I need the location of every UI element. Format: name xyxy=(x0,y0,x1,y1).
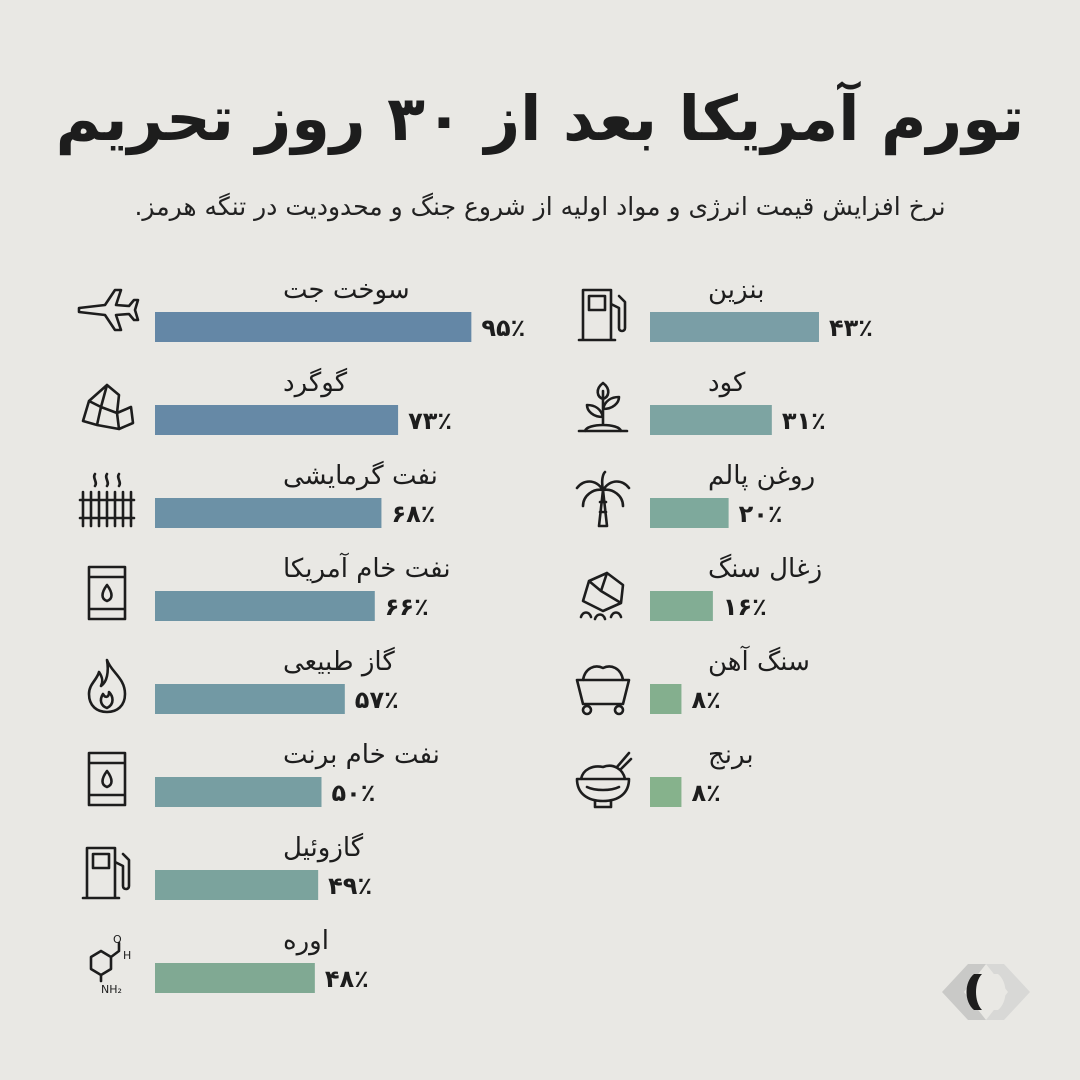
category-label: زغال سنگ xyxy=(708,553,822,584)
fuel-pump-icon xyxy=(81,846,131,900)
data-label: ۴۳٪ xyxy=(829,314,873,342)
bar-row: نفت خام برنت ۵۰٪ xyxy=(87,740,440,807)
bar xyxy=(650,684,682,714)
category-label: گوگرد xyxy=(283,367,348,398)
data-label: ۲۰٪ xyxy=(739,500,783,528)
data-label: ۳۱٪ xyxy=(782,407,826,435)
category-label: سوخت جت xyxy=(283,275,410,305)
oil-barrel-icon xyxy=(87,751,127,807)
bar-row: کود ۳۱٪ xyxy=(577,368,826,435)
category-label: نفت خام آمریکا xyxy=(283,552,451,584)
category-label: سنگ آهن xyxy=(708,645,810,677)
svg-text:O: O xyxy=(113,933,122,946)
data-label: ۱۶٪ xyxy=(723,593,767,621)
data-label: ۷۳٪ xyxy=(408,407,452,435)
oil-barrel-icon xyxy=(87,565,127,621)
bar xyxy=(155,870,319,900)
bar xyxy=(650,777,682,807)
brand-logo xyxy=(942,964,1030,1020)
flame-icon xyxy=(87,658,127,714)
bar xyxy=(155,498,382,528)
radiator-icon xyxy=(78,472,136,528)
bar-row: گوگرد ۷۳٪ xyxy=(81,367,452,435)
category-label: برنج xyxy=(708,740,754,770)
bar-row: گاز طبیعی ۵۷٪ xyxy=(87,646,399,714)
rice-bowl-icon xyxy=(575,751,633,809)
bar-row: زغال سنگ ۱۶٪ xyxy=(579,553,822,621)
category-label: کود xyxy=(708,368,746,398)
category-label: روغن پالم xyxy=(708,461,815,491)
bar-row: نفت گرمایشی ۶۸٪ xyxy=(78,460,438,528)
bar xyxy=(650,591,713,621)
bar xyxy=(155,777,322,807)
bar-row: گازوئیل ۴۹٪ xyxy=(81,832,372,900)
category-label: نفت گرمایشی xyxy=(283,460,438,491)
bar xyxy=(155,963,315,993)
bar-row: بنزین ۴۳٪ xyxy=(577,275,873,342)
bar-row: نفت خام آمریکا ۶۶٪ xyxy=(87,552,451,621)
data-label: ۵۷٪ xyxy=(355,686,399,714)
data-label: ۶۸٪ xyxy=(391,500,435,528)
page-subtitle: نرخ افزایش قیمت انرژی و مواد اولیه از شر… xyxy=(134,192,946,221)
data-label: ۵۰٪ xyxy=(332,779,376,807)
data-label: ۴۹٪ xyxy=(328,872,372,900)
category-label: نفت خام برنت xyxy=(283,740,440,770)
bar xyxy=(650,312,819,342)
bar xyxy=(155,405,399,435)
bar-row: روغن پالم ۲۰٪ xyxy=(575,461,815,528)
bar xyxy=(155,312,472,342)
bar-row: OH NH₂ اوره ۴۸٪ xyxy=(89,926,369,996)
plant-sprout-icon xyxy=(577,381,629,433)
airplane-icon xyxy=(77,288,140,332)
bar xyxy=(155,684,345,714)
bar xyxy=(650,498,729,528)
coal-icon xyxy=(579,571,625,621)
category-label: گازوئیل xyxy=(283,832,364,863)
bar xyxy=(155,591,375,621)
page-title: تورم آمریکا بعد از ۳۰ روز تحریم xyxy=(55,82,1026,155)
palm-tree-icon xyxy=(575,470,631,528)
bar-row: سنگ آهن ۸٪ xyxy=(575,645,810,716)
bar-row: برنج ۸٪ xyxy=(575,740,754,809)
category-label: گاز طبیعی xyxy=(283,646,395,677)
data-label: ۹۵٪ xyxy=(481,314,525,342)
data-label: ۴۸٪ xyxy=(325,965,369,993)
svg-text:H: H xyxy=(123,949,131,962)
urea-molecule-icon: OH NH₂ xyxy=(89,933,131,996)
data-label: ۸٪ xyxy=(691,686,720,714)
bar xyxy=(650,405,772,435)
data-label: ۶۶٪ xyxy=(385,593,429,621)
fuel-pump-icon xyxy=(577,288,627,342)
category-label: اوره xyxy=(283,926,329,956)
mine-cart-icon xyxy=(575,665,631,716)
sulfur-crystal-icon xyxy=(81,383,135,431)
category-label: بنزین xyxy=(708,275,764,305)
data-label: ۸٪ xyxy=(691,779,720,807)
svg-text:NH₂: NH₂ xyxy=(101,983,122,996)
bar-row: سوخت جت ۹۵٪ xyxy=(77,275,525,342)
